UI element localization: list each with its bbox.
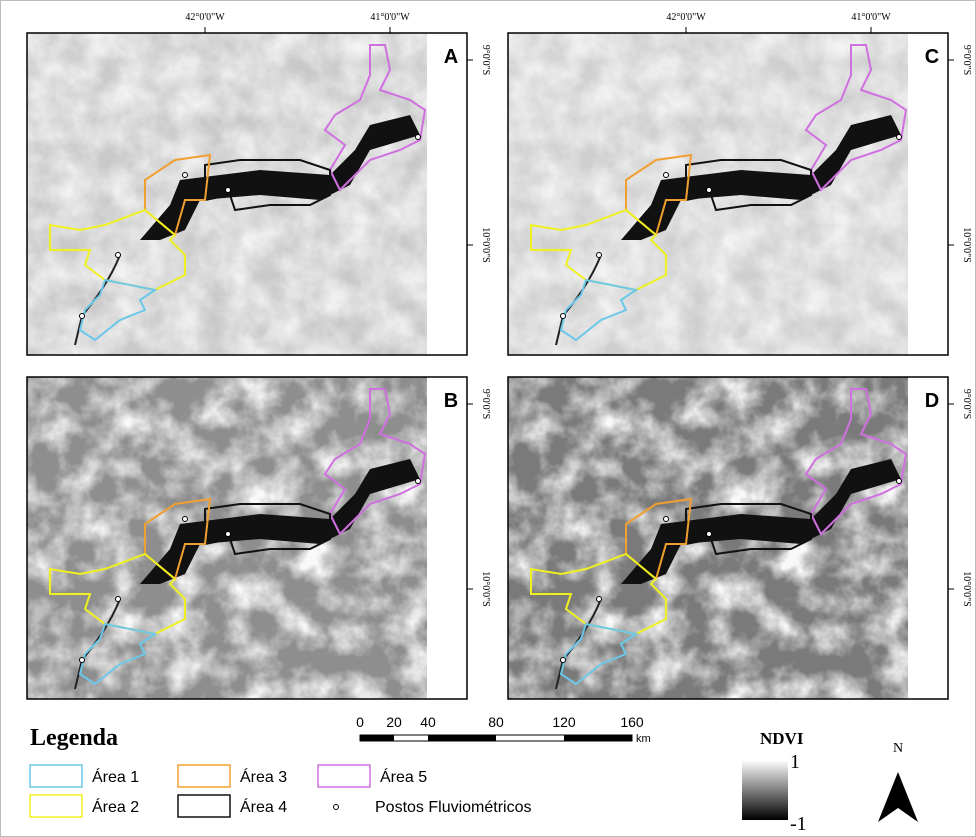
- scale-label: 0: [356, 714, 364, 730]
- latitude-label: 9°0'0"S: [480, 389, 491, 419]
- legend-title: Legenda: [30, 725, 118, 751]
- panel-label: C: [925, 46, 939, 68]
- legend-station-symbol: [334, 805, 339, 810]
- map-panel: A 42°0'0"W 41°0'0"W 9°0'0"S 10°0'0"S: [27, 12, 491, 355]
- figure: A 42°0'0"W 41°0'0"W 9°0'0"S 10°0'0"S C 42°0'0"…: [0, 0, 976, 837]
- legend-label: Área 2: [92, 797, 139, 816]
- scale-label: 120: [552, 714, 576, 730]
- longitude-label: 42°0'0"W: [185, 12, 225, 23]
- longitude-label: 42°0'0"W: [666, 12, 706, 23]
- legend-label: Área 4: [240, 797, 287, 816]
- panel-label: A: [444, 46, 458, 68]
- map-image: [27, 377, 467, 699]
- legend-swatch: [178, 795, 230, 817]
- scale-segment: [564, 735, 632, 741]
- legend-label: Área 1: [92, 767, 139, 786]
- no-data-strip: [427, 377, 467, 699]
- map-panel: C 42°0'0"W 41°0'0"W 9°0'0"S 10°0'0"S: [508, 12, 972, 355]
- legend-label: Área 5: [380, 767, 427, 786]
- map-panel: B 9°0'0"S 10°0'0"S: [27, 377, 491, 699]
- no-data-strip: [427, 33, 467, 355]
- map-image: [27, 33, 467, 355]
- north-arrow: [878, 772, 918, 822]
- panel-label: D: [925, 390, 939, 412]
- latitude-label: 10°0'0"S: [480, 227, 491, 262]
- map-panel: D 9°0'0"S 10°0'0"S: [508, 377, 972, 699]
- latitude-label: 10°0'0"S: [961, 227, 972, 262]
- map-image: [508, 33, 948, 355]
- longitude-label: 41°0'0"W: [370, 12, 410, 23]
- ndvi-max: 1: [790, 751, 800, 773]
- longitude-label: 41°0'0"W: [851, 12, 891, 23]
- north-label: N: [893, 741, 903, 756]
- legend-swatch: [30, 795, 82, 817]
- legend-swatch: [178, 765, 230, 787]
- legend-label: Área 3: [240, 767, 287, 786]
- scale-segment: [360, 735, 394, 741]
- map-image: [508, 377, 948, 699]
- panel-label: B: [444, 390, 458, 412]
- legend-label: Postos Fluviométricos: [375, 799, 532, 816]
- no-data-strip: [908, 377, 948, 699]
- ndvi-ramp: [742, 760, 788, 820]
- latitude-label: 9°0'0"S: [961, 389, 972, 419]
- latitude-label: 9°0'0"S: [480, 45, 491, 75]
- latitude-label: 10°0'0"S: [961, 571, 972, 606]
- scale-segment: [428, 735, 496, 741]
- latitude-label: 9°0'0"S: [961, 45, 972, 75]
- no-data-strip: [908, 33, 948, 355]
- scale-unit: km: [636, 733, 651, 745]
- scale-label: 80: [488, 714, 504, 730]
- scale-label: 160: [620, 714, 644, 730]
- legend-swatch: [30, 765, 82, 787]
- latitude-label: 10°0'0"S: [480, 571, 491, 606]
- scale-label: 20: [386, 714, 402, 730]
- ndvi-title: NDVI: [760, 729, 804, 748]
- scale-label: 40: [420, 714, 436, 730]
- legend-swatch: [318, 765, 370, 787]
- ndvi-min: -1: [790, 813, 807, 835]
